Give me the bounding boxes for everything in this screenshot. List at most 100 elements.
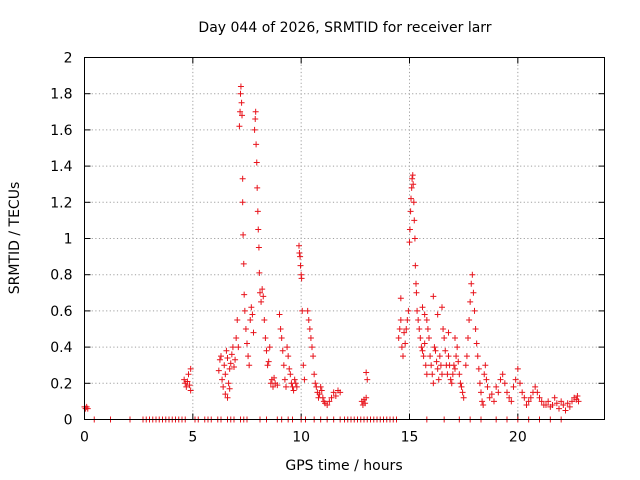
data-point bbox=[562, 407, 569, 414]
data-point bbox=[187, 365, 194, 372]
data-point bbox=[231, 364, 237, 371]
y-tick-label: 1.8 bbox=[50, 87, 72, 103]
y-tick-label: 1.2 bbox=[50, 195, 72, 211]
data-point bbox=[259, 286, 266, 293]
data-point bbox=[569, 398, 575, 405]
data-point bbox=[406, 239, 413, 246]
data-point bbox=[287, 371, 294, 378]
data-point bbox=[417, 335, 424, 342]
data-point bbox=[415, 316, 422, 323]
data-point bbox=[486, 394, 493, 401]
data-point bbox=[319, 394, 326, 401]
data-point bbox=[309, 344, 315, 351]
data-point bbox=[181, 376, 188, 383]
data-point bbox=[218, 353, 224, 360]
data-point bbox=[405, 307, 412, 314]
data-point bbox=[476, 380, 483, 387]
data-point bbox=[435, 376, 442, 383]
data-point bbox=[510, 383, 517, 390]
data-point bbox=[239, 199, 246, 206]
data-point bbox=[222, 371, 229, 378]
data-point bbox=[419, 304, 426, 311]
data-point bbox=[434, 311, 441, 318]
data-point bbox=[462, 362, 469, 369]
data-point bbox=[456, 371, 463, 378]
data-point bbox=[84, 405, 91, 412]
data-point bbox=[362, 400, 369, 407]
data-point bbox=[402, 340, 409, 347]
data-point bbox=[431, 344, 438, 351]
data-point bbox=[364, 376, 371, 383]
x-tick-label: 10 bbox=[292, 430, 310, 446]
data-point bbox=[252, 116, 259, 123]
data-point bbox=[480, 402, 487, 409]
data-point bbox=[421, 311, 428, 318]
data-point bbox=[536, 394, 543, 401]
data-point bbox=[224, 354, 231, 361]
data-point bbox=[475, 365, 482, 372]
x-tick-label: 0 bbox=[80, 430, 89, 446]
data-point bbox=[499, 371, 506, 378]
data-point bbox=[519, 389, 526, 396]
data-point bbox=[304, 307, 311, 314]
data-point bbox=[332, 392, 339, 399]
data-point bbox=[301, 376, 308, 383]
data-point bbox=[423, 316, 430, 323]
data-point bbox=[434, 365, 441, 372]
data-point bbox=[185, 371, 192, 378]
data-point bbox=[234, 316, 241, 323]
data-point bbox=[525, 398, 532, 405]
data-point bbox=[553, 400, 560, 407]
data-point bbox=[279, 347, 286, 354]
data-point bbox=[558, 398, 565, 405]
data-point bbox=[246, 362, 253, 369]
data-point bbox=[560, 402, 567, 409]
data-point bbox=[240, 260, 247, 267]
data-point bbox=[312, 380, 319, 387]
data-point bbox=[276, 311, 283, 318]
data-point bbox=[430, 380, 437, 387]
data-point bbox=[532, 383, 539, 390]
data-point bbox=[439, 371, 445, 378]
data-point bbox=[420, 353, 427, 360]
data-point bbox=[403, 326, 410, 332]
data-point bbox=[413, 280, 419, 287]
data-point bbox=[493, 383, 500, 390]
data-point bbox=[278, 335, 285, 342]
data-point bbox=[226, 365, 233, 372]
x-tick-label: 20 bbox=[509, 430, 527, 446]
data-point bbox=[410, 199, 417, 206]
data-point bbox=[241, 307, 248, 314]
data-point bbox=[249, 311, 256, 318]
data-point bbox=[265, 358, 272, 365]
data-point bbox=[401, 329, 408, 336]
data-point bbox=[299, 307, 306, 314]
y-tick-label: 0 bbox=[64, 413, 73, 429]
data-point bbox=[448, 380, 455, 387]
chart-title: Day 044 of 2026, SRMTID for receiver lar… bbox=[198, 20, 491, 36]
data-point bbox=[233, 335, 240, 342]
data-point bbox=[466, 316, 473, 323]
data-point bbox=[225, 380, 232, 387]
data-point bbox=[473, 340, 480, 347]
data-point bbox=[411, 235, 418, 242]
data-point bbox=[447, 376, 454, 383]
data-point bbox=[433, 358, 440, 365]
data-point bbox=[497, 376, 504, 383]
data-point bbox=[337, 389, 344, 396]
data-point bbox=[534, 389, 541, 396]
data-point bbox=[429, 371, 436, 378]
data-point bbox=[424, 326, 431, 332]
data-point bbox=[290, 387, 297, 394]
data-point bbox=[423, 371, 430, 378]
data-point bbox=[452, 335, 458, 342]
data-point bbox=[437, 362, 444, 369]
data-point bbox=[427, 353, 434, 360]
data-point bbox=[414, 307, 421, 314]
data-point bbox=[226, 385, 233, 392]
data-point bbox=[472, 326, 479, 332]
data-point bbox=[187, 387, 194, 394]
data-point bbox=[239, 175, 246, 182]
data-point bbox=[262, 335, 269, 342]
y-tick-label: 1.6 bbox=[50, 123, 72, 139]
